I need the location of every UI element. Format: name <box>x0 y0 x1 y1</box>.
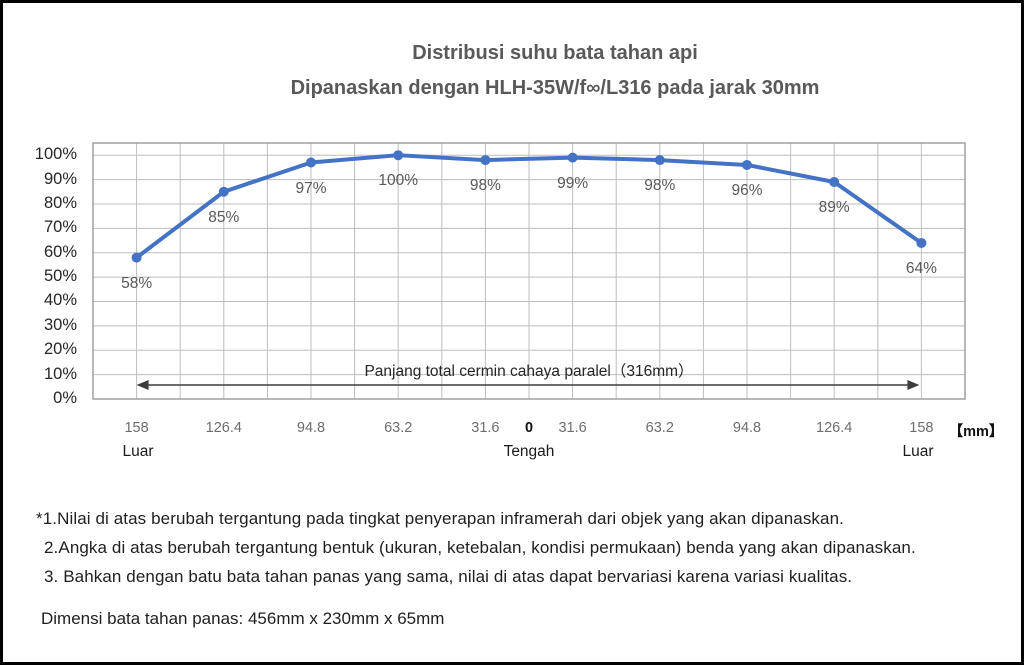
x-axis-tick-label: 94.8 <box>732 420 762 436</box>
y-axis-tick-label: 0% <box>53 389 77 407</box>
plot-border <box>92 142 966 400</box>
span-arrow-head-right <box>907 380 920 390</box>
data-point-marker <box>916 237 927 248</box>
span-arrow-head-left <box>136 380 149 390</box>
data-label: 100% <box>378 172 419 190</box>
data-point-marker <box>829 177 840 188</box>
x-axis-tick-label: 94.8 <box>296 420 326 436</box>
footnote-1: *1.Nilai di atas berubah tergantung pada… <box>36 509 844 528</box>
chart-title-line1: Distribusi suhu bata tahan api <box>412 42 698 64</box>
data-point-marker <box>567 152 578 163</box>
data-label: 85% <box>208 208 240 226</box>
x-axis-tick-label: 126.4 <box>816 420 853 436</box>
axis-annotation-tengah: Tengah <box>503 443 555 460</box>
axis-annotation-luar-right: Luar <box>902 443 934 460</box>
data-label: 98% <box>644 177 676 195</box>
y-axis-tick-label: 80% <box>43 193 77 212</box>
x-axis-unit-label: 【mm】 <box>948 424 1004 440</box>
x-axis-tick-label: 158 <box>124 420 149 436</box>
data-point-marker <box>393 150 404 161</box>
axis-annotation-luar-left: Luar <box>122 443 154 460</box>
data-label: 97% <box>295 179 327 197</box>
dimension-note: Dimensi bata tahan panas: 456mm x 230mm … <box>41 609 445 628</box>
temperature-line <box>134 153 924 260</box>
data-label: 98% <box>469 177 501 195</box>
data-point-marker <box>654 155 665 166</box>
x-axis-tick-label: 126.4 <box>205 420 242 436</box>
x-axis-tick-label: 63.2 <box>384 420 413 436</box>
data-point-marker <box>742 159 752 170</box>
data-label: 96% <box>731 181 763 199</box>
x-axis-center-tick-label: 0 <box>524 420 534 436</box>
data-label: 64% <box>905 259 937 277</box>
data-point-marker <box>131 252 142 263</box>
data-label: 58% <box>121 274 153 292</box>
plot-area <box>92 142 966 400</box>
data-point-marker <box>306 157 316 168</box>
chart-title-line2: Dipanaskan dengan HLH-35W/f∞/L316 pada j… <box>290 77 820 99</box>
y-axis-tick-label: 100% <box>34 145 77 164</box>
x-axis-tick-label: 31.6 <box>471 420 500 436</box>
y-axis-tick-label: 10% <box>43 364 77 383</box>
y-axis-tick-label: 30% <box>43 315 77 334</box>
data-label: 89% <box>818 199 850 216</box>
y-axis-tick-label: 90% <box>43 169 77 188</box>
data-point-marker <box>480 155 491 166</box>
chart-title: Distribusi suhu bata tahan api Dipanaska… <box>93 36 1017 106</box>
y-axis-tick-label: 40% <box>43 291 77 310</box>
y-axis-tick-label: 50% <box>43 267 77 286</box>
footnotes: *1.Nilai di atas berubah tergantung pada… <box>36 504 916 591</box>
x-axis-tick-label: 63.2 <box>645 420 674 436</box>
span-arrow-label: Panjang total cermin cahaya paralel（316m… <box>364 363 694 380</box>
data-point-marker <box>218 186 229 197</box>
y-axis-tick-label: 60% <box>43 242 77 261</box>
y-axis-tick-label: 70% <box>43 218 77 237</box>
y-axis-tick-label: 20% <box>43 340 77 359</box>
footnote-2: 2.Angka di atas berubah tergantung bentu… <box>44 538 916 557</box>
data-label: 99% <box>557 174 589 192</box>
x-axis-tick-label: 158 <box>909 420 934 436</box>
x-axis-tick-label: 31.6 <box>558 420 587 436</box>
footnote-3: 3. Bahkan dengan batu bata tahan panas y… <box>44 567 853 586</box>
